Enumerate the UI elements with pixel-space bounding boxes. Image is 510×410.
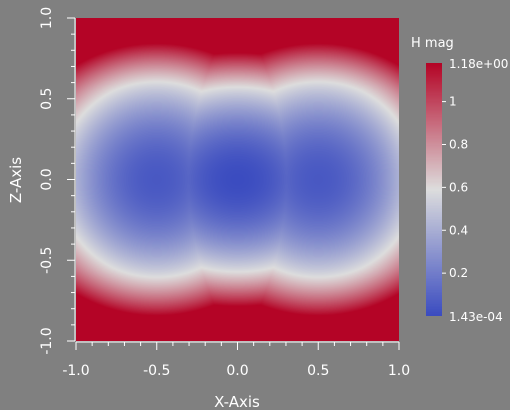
x-tick-label: -0.5 [143,363,170,379]
x-tick-label: 0.5 [307,363,329,379]
colorbar-max-label: 1.18e+00 [449,57,508,71]
y-tick-label: 0.0 [39,168,55,190]
y-tick-label: -0.5 [39,247,55,274]
colorbar-min-label: 1.43e-04 [449,310,503,324]
colorbar-title: H mag [411,36,454,51]
colorbar-tick-label: 0.4 [449,223,468,237]
x-tick-labels: -1.0 -0.5 0.0 0.5 1.0 [62,363,410,379]
y-tick-label: 1.0 [39,7,55,29]
axes [67,17,400,350]
colorbar-tick-label: 1 [449,95,457,109]
colorbar-tick-label: 0.6 [449,180,468,194]
y-tick-labels: -1.0 -0.5 0.0 0.5 1.0 [39,7,55,355]
colorbar [426,63,442,316]
y-axis-title: Z-Axis [7,157,25,203]
x-tick-label: 1.0 [388,363,410,379]
y-tick-label: -1.0 [39,327,55,354]
x-tick-label: 0.0 [226,363,248,379]
colorbar-tick-label: 0.8 [449,137,468,151]
y-tick-label: 0.5 [39,88,55,110]
x-axis-title: X-Axis [214,393,260,410]
colorbar-ticks: 1 0.8 0.6 0.4 0.2 [442,95,468,280]
heatmap-area [76,18,399,341]
colorbar-tick-label: 0.2 [449,266,468,280]
x-tick-label: -1.0 [62,363,89,379]
